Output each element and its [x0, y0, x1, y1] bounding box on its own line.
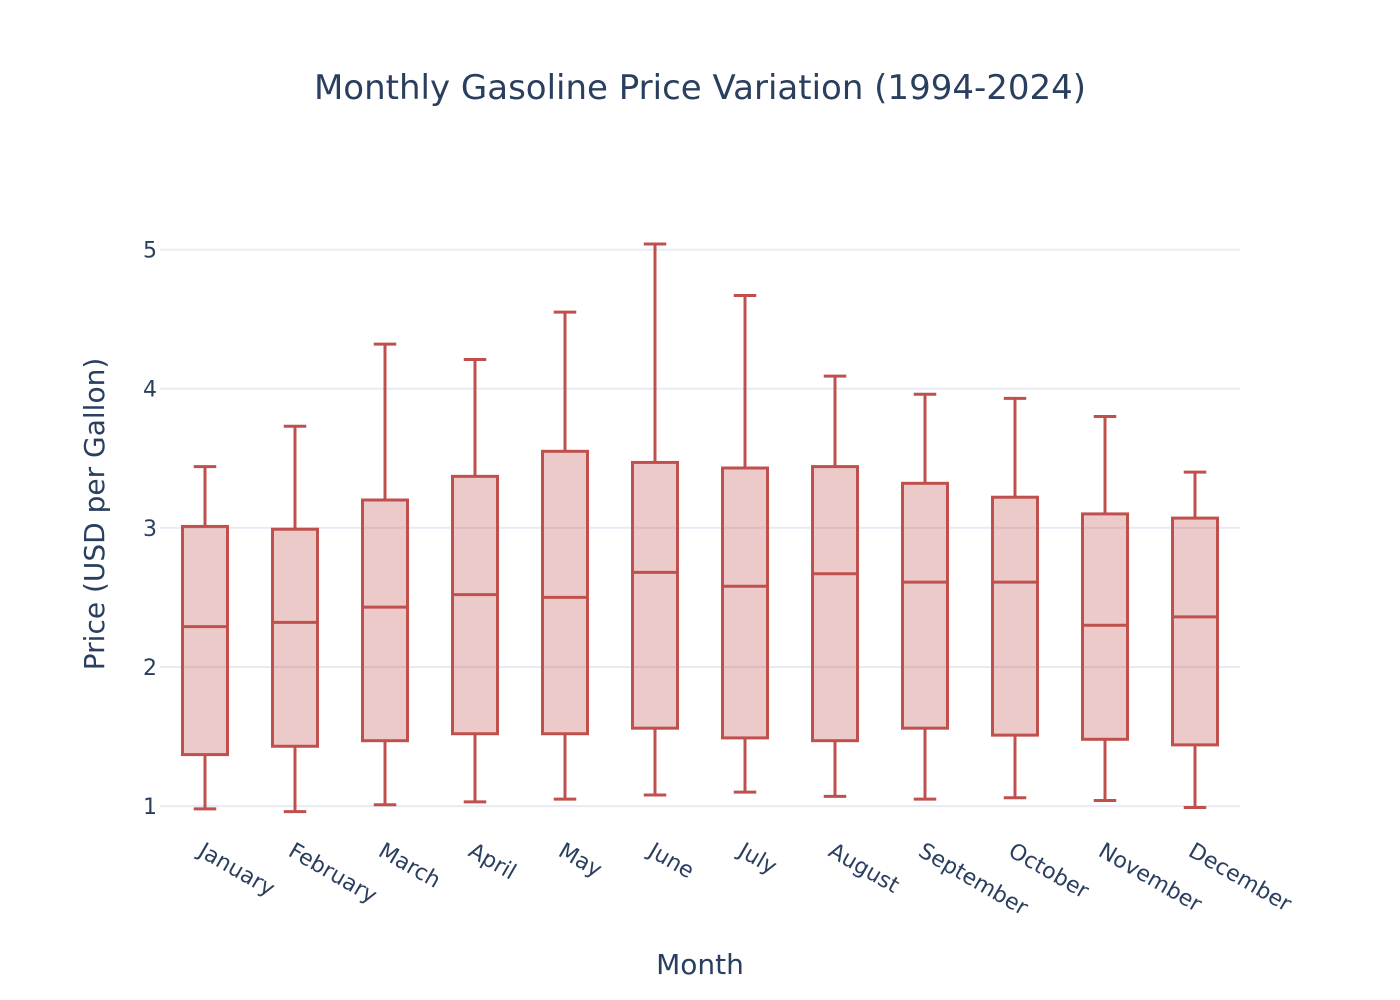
y-tick-label: 5: [143, 239, 157, 264]
x-tick-label: January: [192, 838, 278, 902]
y-tick-label: 3: [143, 517, 157, 542]
interquartile-box: [1171, 516, 1219, 747]
interquartile-box: [901, 481, 949, 730]
interquartile-box: [451, 474, 499, 736]
x-axis-title: Month: [656, 948, 744, 981]
box-september: [901, 392, 949, 801]
y-axis-title: Price (USD per Gallon): [78, 358, 111, 670]
x-tick-label: August: [824, 839, 903, 899]
box-april: [451, 357, 499, 804]
interquartile-box: [721, 466, 769, 740]
interquartile-box: [361, 498, 409, 743]
box-july: [721, 293, 769, 794]
interquartile-box: [811, 465, 859, 743]
box-february: [271, 424, 319, 814]
box-march: [361, 342, 409, 807]
y-tick-label: 4: [143, 378, 157, 403]
grid-layer: [160, 248, 1240, 808]
y-tick-label: 2: [143, 656, 157, 681]
box-december: [1171, 470, 1219, 809]
chart-title: Monthly Gasoline Price Variation (1994-2…: [314, 68, 1086, 108]
box-november: [1081, 415, 1129, 803]
interquartile-box: [541, 449, 589, 736]
y-tick-label: 1: [143, 795, 157, 820]
x-tick-label: December: [1184, 839, 1296, 918]
x-tick-label: April: [464, 839, 520, 886]
x-tick-label: July: [732, 838, 781, 880]
box-october: [991, 396, 1039, 800]
interquartile-box: [181, 524, 229, 757]
interquartile-box: [631, 460, 679, 730]
x-tick-label: June: [642, 838, 698, 885]
box-layer: [181, 242, 1219, 814]
x-tick-label: March: [374, 839, 445, 894]
box-june: [631, 242, 679, 797]
x-tick-label: May: [554, 839, 606, 883]
box-may: [541, 310, 589, 801]
interquartile-box: [271, 527, 319, 748]
box-january: [181, 465, 229, 811]
interquartile-box: [991, 495, 1039, 737]
y-axis-ticks: 1 2 3 4 5: [143, 239, 157, 821]
box-august: [811, 374, 859, 798]
x-tick-label: February: [284, 839, 381, 909]
